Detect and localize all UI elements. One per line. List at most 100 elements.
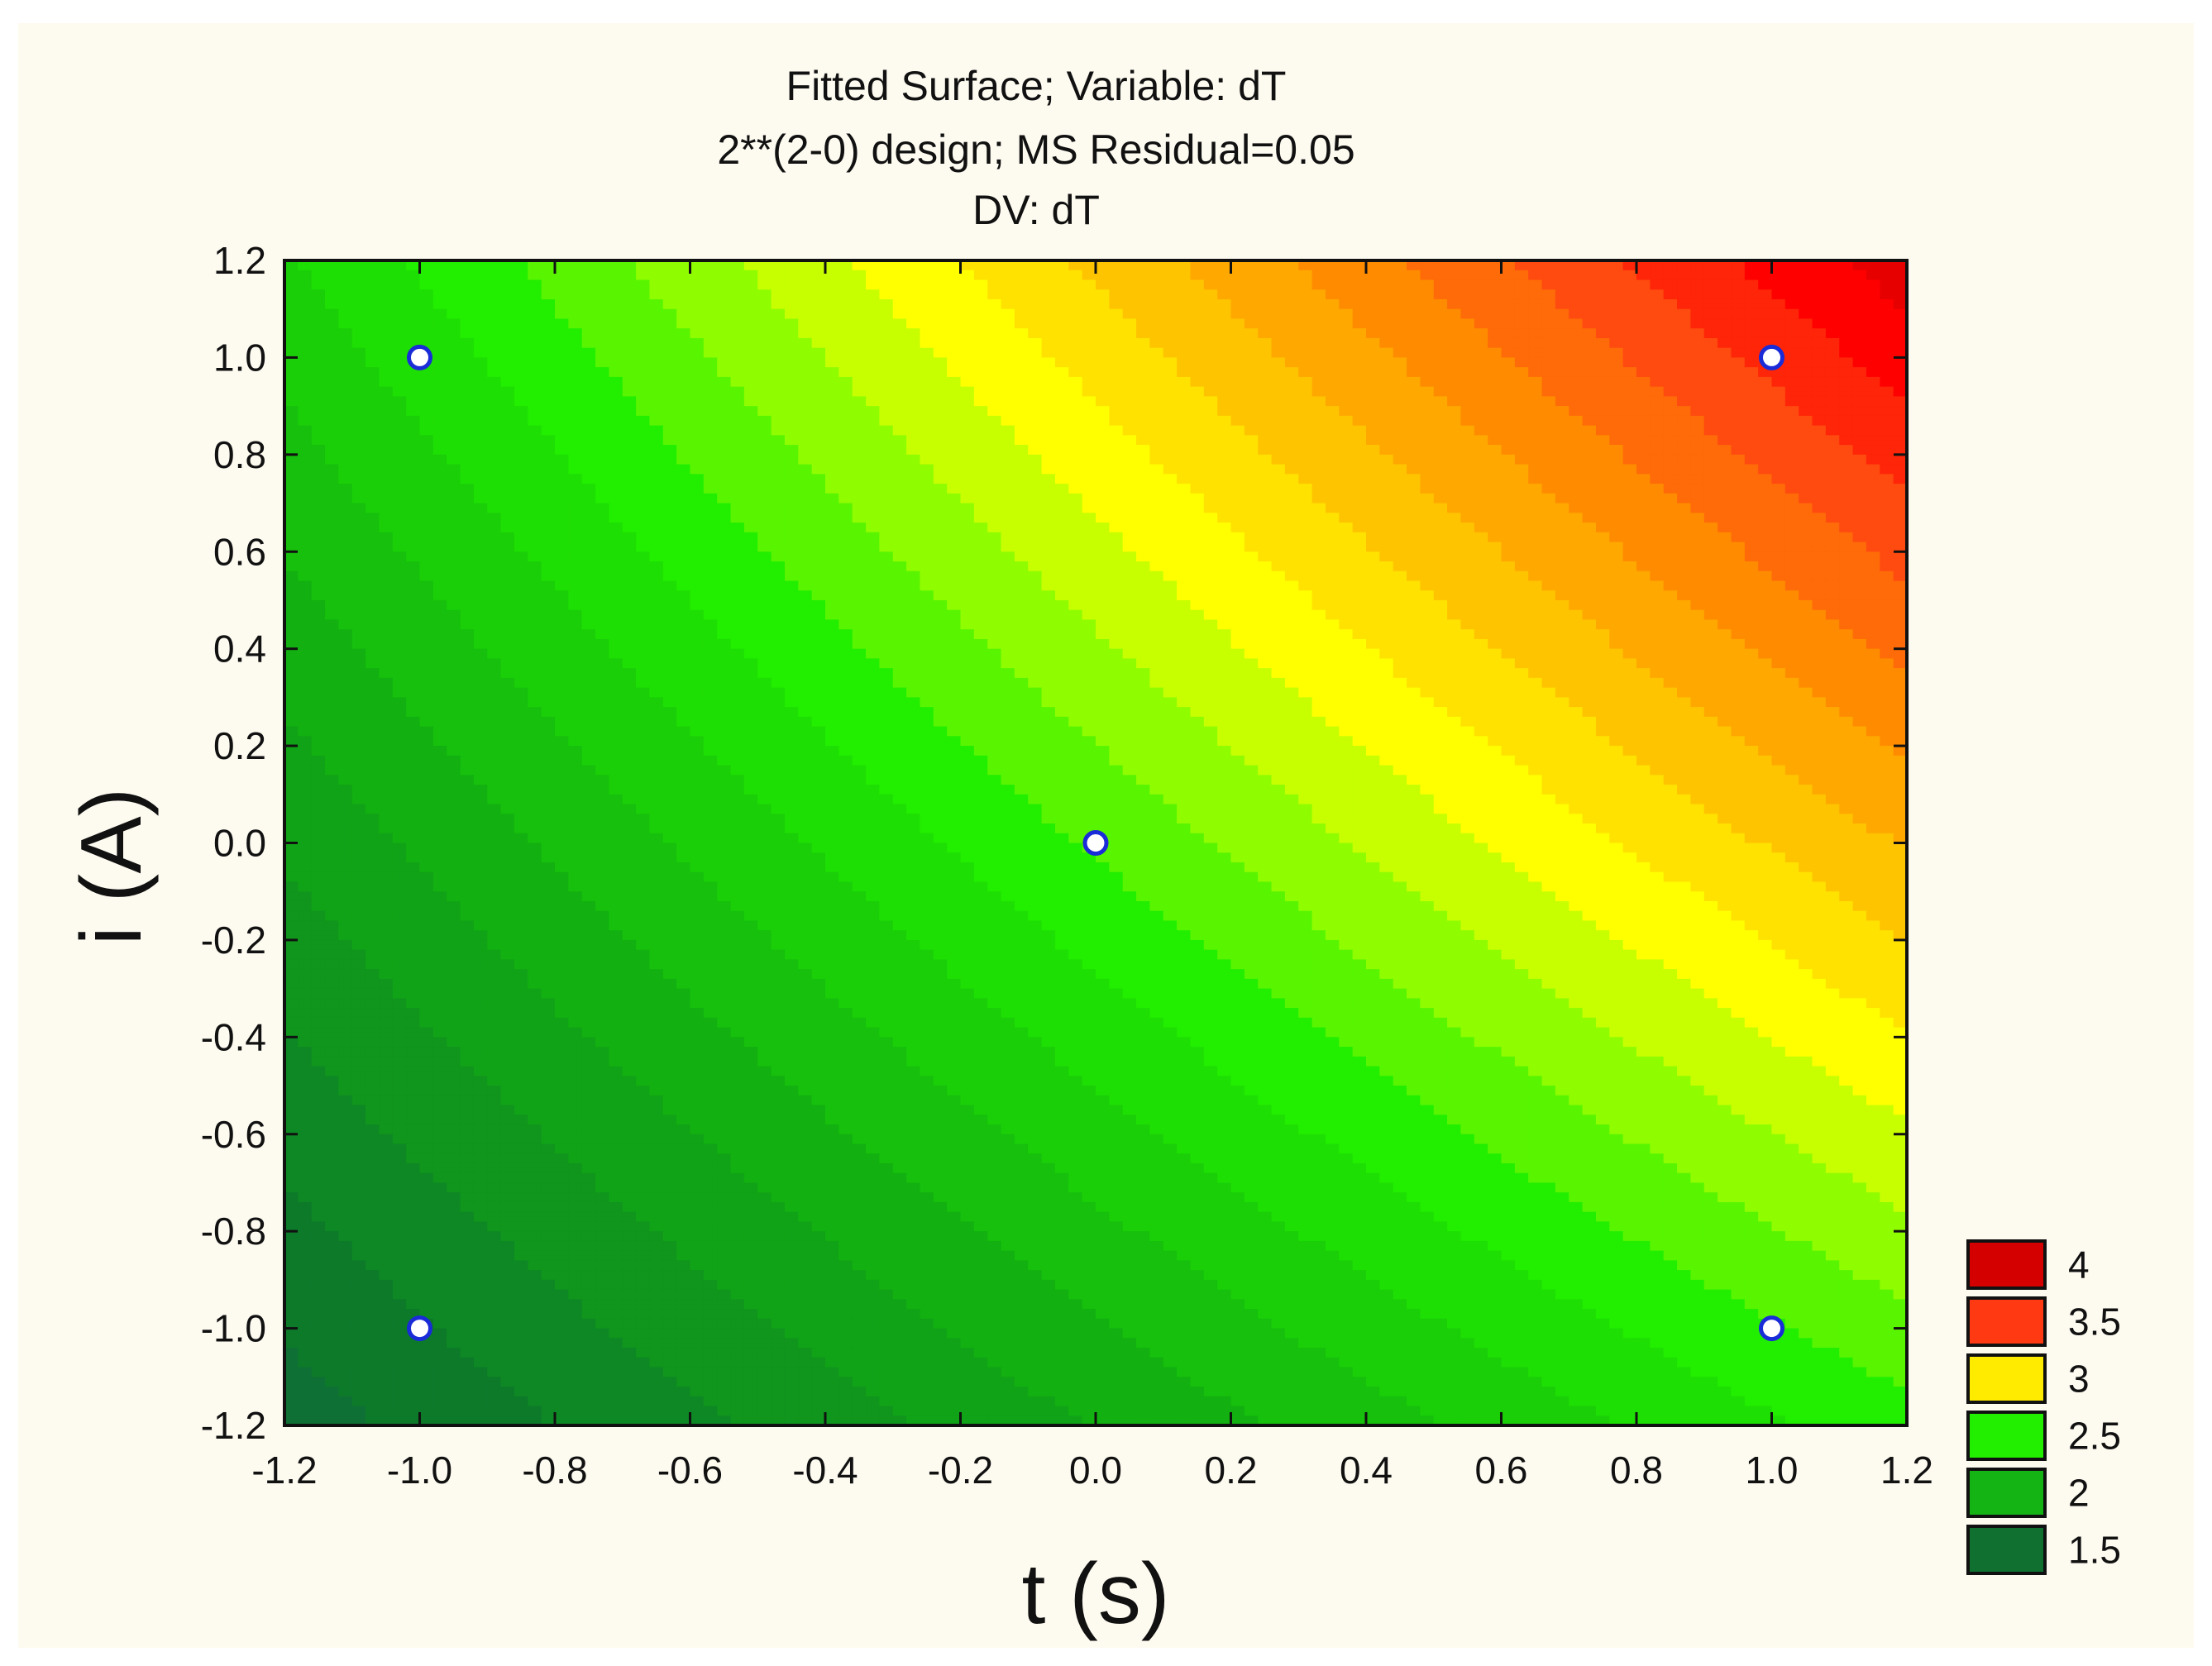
contour-cell xyxy=(1541,580,1556,591)
contour-cell xyxy=(973,337,988,349)
contour-cell xyxy=(325,347,339,359)
contour-cell xyxy=(1096,289,1110,300)
contour-cell xyxy=(676,357,691,368)
contour-cell xyxy=(419,474,434,485)
contour-cell xyxy=(811,289,826,300)
contour-cell xyxy=(1718,638,1732,650)
contour-cell xyxy=(487,542,502,552)
contour-cell xyxy=(1001,638,1015,650)
contour-cell xyxy=(1555,580,1569,591)
contour-cell xyxy=(1488,445,1503,456)
contour-cell xyxy=(1136,590,1150,601)
contour-cell xyxy=(1136,396,1150,407)
contour-cell xyxy=(1054,454,1069,465)
contour-cell xyxy=(1082,347,1096,359)
contour-cell xyxy=(1528,376,1543,388)
contour-cell xyxy=(460,445,475,456)
contour-cell xyxy=(784,318,799,329)
contour-cell xyxy=(784,609,799,621)
contour-cell xyxy=(298,523,313,533)
contour-cell xyxy=(1744,523,1759,533)
contour-cell xyxy=(1744,609,1759,621)
contour-cell xyxy=(1718,551,1732,562)
contour-cell xyxy=(406,532,421,543)
contour-cell xyxy=(500,298,515,310)
contour-cell xyxy=(1190,270,1205,281)
contour-cell xyxy=(392,629,407,640)
contour-cell xyxy=(1501,532,1516,543)
contour-cell xyxy=(432,357,447,368)
contour-cell xyxy=(1163,484,1178,494)
contour-cell xyxy=(1839,406,1854,417)
contour-cell xyxy=(1663,464,1678,475)
contour-cell xyxy=(487,513,502,523)
contour-cell xyxy=(1677,484,1691,494)
contour-cell xyxy=(1177,474,1192,485)
contour-cell xyxy=(1109,474,1124,485)
contour-cell xyxy=(1812,532,1827,543)
contour-cell xyxy=(500,357,515,368)
contour-cell xyxy=(392,376,407,388)
contour-cell xyxy=(1690,523,1705,533)
contour-cell xyxy=(460,570,475,582)
contour-cell xyxy=(351,454,366,465)
contour-cell xyxy=(1569,561,1584,572)
contour-cell xyxy=(1636,484,1651,494)
contour-cell xyxy=(1177,484,1192,494)
contour-cell xyxy=(1866,298,1880,310)
contour-cell xyxy=(662,570,677,582)
contour-cell xyxy=(1514,270,1529,281)
contour-cell xyxy=(1474,435,1488,446)
contour-cell xyxy=(1731,542,1746,552)
contour-cell xyxy=(743,328,758,339)
contour-cell xyxy=(1744,464,1759,475)
contour-cell xyxy=(1799,396,1813,407)
contour-cell xyxy=(811,464,826,475)
contour-cell xyxy=(595,638,609,650)
contour-cell xyxy=(1028,308,1043,320)
contour-cell xyxy=(432,599,447,611)
contour-cell xyxy=(1650,493,1665,504)
contour-cell xyxy=(743,503,758,513)
contour-cell xyxy=(581,445,596,456)
contour-cell xyxy=(636,367,651,378)
contour-cell xyxy=(892,570,907,582)
contour-cell xyxy=(1366,445,1380,456)
contour-cell xyxy=(703,580,718,591)
contour-cell xyxy=(581,464,596,475)
contour-cell xyxy=(419,648,434,660)
contour-cell xyxy=(771,337,786,349)
contour-cell xyxy=(581,523,596,533)
contour-cell xyxy=(1474,318,1488,329)
contour-cell xyxy=(784,435,799,446)
contour-cell xyxy=(1839,357,1854,368)
contour-cell xyxy=(920,308,934,320)
contour-cell xyxy=(866,484,880,494)
contour-cell xyxy=(1001,406,1015,417)
contour-cell xyxy=(1703,298,1718,310)
contour-cell xyxy=(351,308,366,320)
contour-cell xyxy=(960,406,975,417)
contour-cell xyxy=(514,532,528,543)
contour-cell xyxy=(609,337,623,349)
contour-cell xyxy=(1041,580,1056,591)
contour-cell xyxy=(1001,513,1015,523)
contour-cell xyxy=(743,270,758,281)
contour-cell xyxy=(365,279,380,290)
contour-cell xyxy=(1028,425,1043,436)
contour-cell xyxy=(1122,406,1137,417)
contour-cell xyxy=(1109,357,1124,368)
contour-cell xyxy=(1217,406,1232,417)
contour-cell xyxy=(1569,445,1584,456)
contour-cell xyxy=(1569,386,1584,397)
contour-cell xyxy=(311,532,326,543)
contour-cell xyxy=(1203,542,1218,552)
contour-cell xyxy=(284,425,299,436)
contour-cell xyxy=(514,279,528,290)
contour-cell xyxy=(676,619,691,630)
contour-cell xyxy=(743,415,758,427)
contour-cell xyxy=(906,474,921,485)
contour-cell xyxy=(298,289,313,300)
contour-cell xyxy=(960,367,975,378)
contour-cell xyxy=(933,318,948,329)
